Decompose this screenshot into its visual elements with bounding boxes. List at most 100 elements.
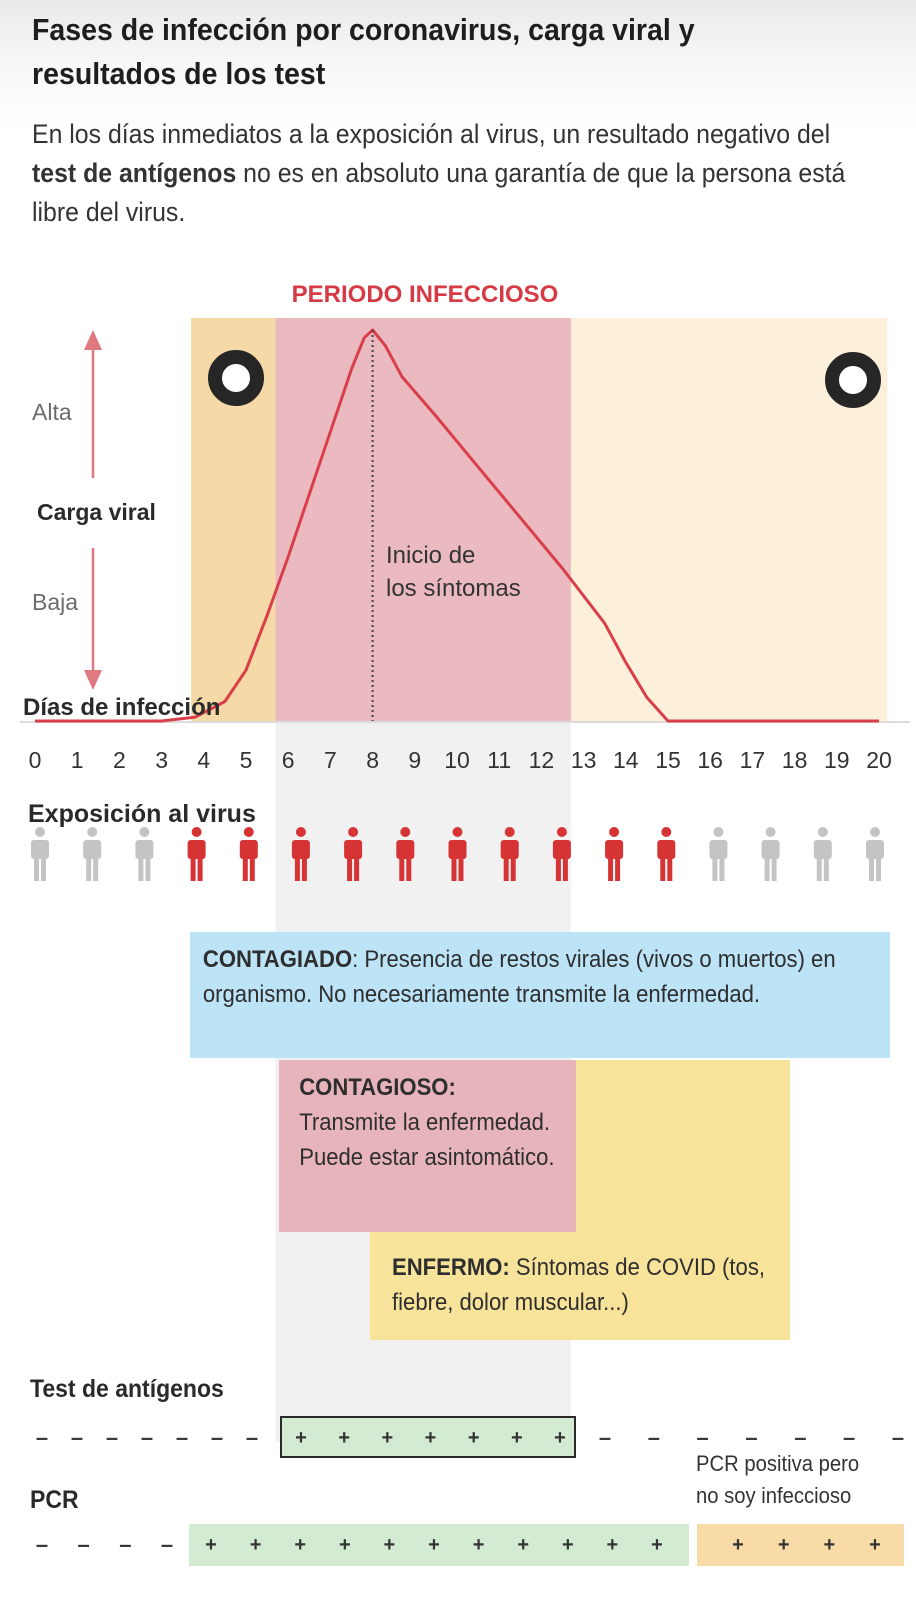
person-leg — [510, 855, 516, 881]
person-leg — [34, 855, 39, 881]
person-icon — [344, 827, 363, 881]
infectious-period-label: PERIODO INFECCIOSO — [292, 281, 559, 308]
pcr-positive-mark: + — [294, 1534, 306, 1556]
x-axis: 0 1 2 3 4 5 6 7 8 9 10 11 12 13 14 15 16 17 18 19 20 — [29, 747, 892, 773]
header — [0, 0, 916, 250]
subtitle-text-bold: test de antígenos — [32, 158, 237, 188]
symptom-onset-label-line2: los síntomas — [386, 575, 521, 602]
x-tick-label: 12 — [529, 747, 555, 773]
contagioso-box: CONTAGIOSO: Transmite la enfermedad. Pued… — [279, 1060, 576, 1232]
person-icon — [761, 827, 780, 881]
person-icon — [291, 827, 310, 881]
person-leg — [145, 855, 151, 881]
person-icon — [31, 827, 49, 881]
pcr-label: PCR — [30, 1486, 79, 1514]
pcr-negative-mark: – — [36, 1532, 48, 1557]
pcr-negative-mark: – — [119, 1532, 131, 1557]
rings — [208, 350, 881, 408]
person-leg — [249, 855, 255, 881]
antigen-negative-mark: – — [794, 1425, 806, 1450]
x-tick-label: 16 — [697, 747, 723, 773]
enfermo-title: ENFERMO: — [392, 1254, 510, 1281]
person-leg — [138, 855, 144, 881]
antigen-negative-mark: – — [36, 1425, 48, 1450]
person-head — [400, 827, 411, 837]
person-leg — [451, 855, 457, 881]
person-head — [765, 827, 776, 837]
person-icon — [552, 827, 571, 881]
person-head — [504, 827, 515, 837]
pcr-positive-mark: + — [651, 1534, 663, 1556]
pcr-not-infectious-mark: + — [732, 1534, 744, 1556]
person-body — [552, 840, 571, 859]
y-axis-label: Carga viral — [37, 499, 156, 525]
x-tick-label: 18 — [782, 747, 808, 773]
band-infectious — [275, 318, 571, 721]
pcr-positive-mark: + — [339, 1534, 351, 1556]
chart-bands — [191, 318, 888, 721]
person-icon — [709, 827, 728, 881]
person-head — [295, 827, 306, 837]
person-body — [396, 840, 415, 859]
antigen-negative-mark: – — [106, 1425, 118, 1450]
x-tick-label: 8 — [366, 747, 379, 773]
person-leg — [93, 855, 99, 881]
pcr-positive-mark: + — [473, 1534, 485, 1556]
y-axis: Alta Carga viral Baja — [32, 330, 156, 690]
person-leg — [876, 855, 881, 881]
y-high-label: Alta — [32, 399, 72, 425]
person-head — [243, 827, 254, 837]
pcr-positive-mark: + — [517, 1534, 529, 1556]
person-icon — [135, 827, 154, 881]
antigen-positive-mark: + — [425, 1427, 437, 1449]
x-tick-label: 2 — [113, 747, 126, 773]
pcr-not-infectious-mark: + — [823, 1534, 835, 1556]
contagiado-title: CONTAGIADO — [202, 946, 353, 973]
pcr-note-line1: PCR positiva pero — [696, 1451, 860, 1476]
person-leg — [764, 855, 770, 881]
person-leg — [399, 855, 405, 881]
pcr-negative-mark: – — [161, 1532, 173, 1557]
antigen-negative-mark: – — [599, 1425, 611, 1450]
person-icon — [657, 827, 676, 881]
person-leg — [190, 855, 196, 881]
person-leg — [719, 855, 725, 881]
person-icon — [239, 827, 258, 881]
x-tick-label: 13 — [571, 747, 597, 773]
pcr-note: PCR positiva pero no soy infeccioso — [696, 1448, 859, 1512]
pcr-positive-mark: + — [562, 1534, 574, 1556]
antigen-negative-mark: – — [246, 1425, 258, 1450]
pcr-not-infectious-mark: + — [778, 1534, 790, 1556]
x-tick-label: 0 — [29, 747, 42, 773]
pcr-positive-box — [189, 1524, 689, 1566]
person-body — [448, 840, 467, 859]
antigen-test-label: Test de antígenos — [30, 1375, 224, 1403]
person-head — [661, 827, 672, 837]
person-head — [556, 827, 567, 837]
person-leg — [294, 855, 300, 881]
contagioso-text: Transmite la enfermedad. Puede estar asi… — [299, 1109, 555, 1171]
x-tick-label: 19 — [824, 747, 850, 773]
person-body — [866, 840, 884, 859]
exposure-people: Exposición al virus — [28, 800, 884, 881]
person-body — [135, 840, 154, 859]
antigen-negative-mark: – — [892, 1425, 904, 1450]
contagioso-title: CONTAGIOSO: — [299, 1074, 456, 1101]
person-leg — [197, 855, 203, 881]
person-body — [31, 840, 49, 859]
person-head — [452, 827, 463, 837]
person-leg — [667, 855, 673, 881]
person-head — [609, 827, 620, 837]
x-tick-label: 4 — [197, 747, 210, 773]
antigen-positive-mark: + — [554, 1427, 566, 1449]
person-leg — [86, 855, 92, 881]
y-arrow-up-head — [84, 330, 102, 350]
pcr-not-infectious-box — [697, 1524, 904, 1566]
person-leg — [608, 855, 614, 881]
subtitle-text-pre: En los días inmediatos a la exposición a… — [32, 119, 831, 149]
person-leg — [823, 855, 829, 881]
x-tick-label: 9 — [408, 747, 421, 773]
x-tick-label: 5 — [240, 747, 253, 773]
antigen-negative-mark: – — [648, 1425, 660, 1450]
